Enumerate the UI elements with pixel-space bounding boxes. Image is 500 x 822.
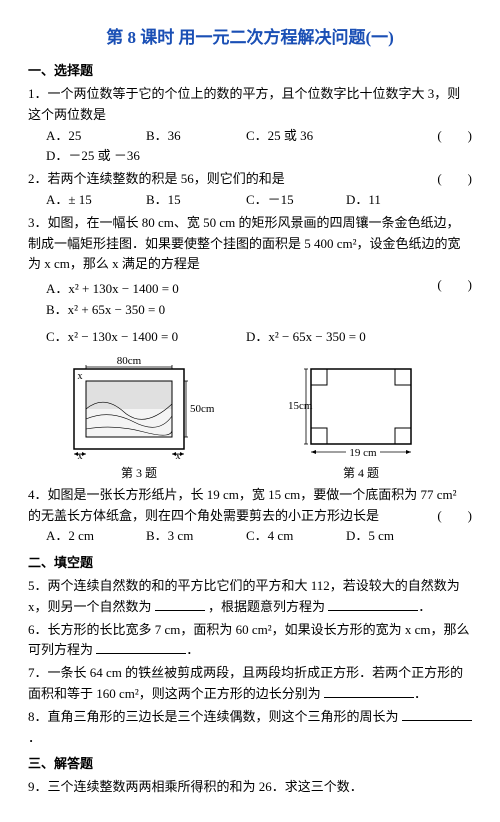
q8-text: 8．直角三角形的三边长是三个连续偶数，则这个三角形的周长为 <box>28 709 399 724</box>
q3-opt-c: C．x² − 130x − 1400 = 0 <box>46 327 246 348</box>
fig4-19cm: 19 cm <box>349 447 377 459</box>
question-1: 1．一个两位数等于它的个位上的数的平方，且个位数字比十位数字大 3，则这个两位数… <box>28 84 472 126</box>
page-title: 第 8 课时 用一元二次方程解决问题(一) <box>28 24 472 51</box>
q7-blank[interactable] <box>324 684 414 698</box>
svg-text:x: x <box>78 451 83 462</box>
svg-text:x: x <box>78 371 83 382</box>
q1-opt-c: C．25 或 36 <box>246 126 346 147</box>
q1-opt-d: D．－25 或 －36 <box>46 146 146 167</box>
q4-paren: ( ) <box>437 506 472 527</box>
q8-period: ． <box>28 730 41 745</box>
q3-text: 3．如图，在一幅长 80 cm、宽 50 cm 的矩形风景画的四周镶一条金色纸边… <box>28 215 461 272</box>
fig3-caption: 第 3 题 <box>64 464 214 483</box>
section-choice: 一、选择题 <box>28 61 472 82</box>
q3-options: A．x² + 130x − 1400 = 0 B．x² + 65x − 350 … <box>46 279 437 321</box>
q3-options-2: C．x² − 130x − 1400 = 0 D．x² − 65x − 350 … <box>46 327 472 348</box>
q1-text: 1．一个两位数等于它的个位上的数的平方，且个位数字比十位数字大 3，则这个两位数… <box>28 86 460 122</box>
question-7: 7．一条长 64 cm 的铁丝被剪成两段，且两段均折成正方形．若两个正方形的面积… <box>28 663 472 705</box>
q6-blank[interactable] <box>96 640 186 654</box>
question-2: 2．若两个连续整数的积是 56，则它们的和是 ( ) <box>28 169 472 190</box>
q6-period: ． <box>186 642 199 657</box>
q2-text: 2．若两个连续整数的积是 56，则它们的和是 <box>28 171 285 186</box>
q8-blank[interactable] <box>402 707 472 721</box>
svg-text:x: x <box>176 451 181 462</box>
q3-opt-a: A．x² + 130x − 1400 = 0 <box>46 279 246 300</box>
question-9: 9．三个连续整数两两相乘所得积的和为 26．求这三个数． <box>28 777 472 798</box>
q2-paren: ( ) <box>437 169 472 190</box>
q2-opt-b: B．15 <box>146 190 246 211</box>
q1-opt-a: A．25 <box>46 126 146 147</box>
fig3-80cm: 80cm <box>117 355 142 367</box>
figure-4: 15cm 19 cm 第 4 题 <box>286 354 436 483</box>
q2-opt-c: C．－15 <box>246 190 346 211</box>
q6-text: 6．长方形的长比宽多 7 cm，面积为 60 cm²，如果设长方形的宽为 x c… <box>28 622 470 658</box>
q5-blank-2[interactable] <box>328 597 418 611</box>
section-fill: 二、填空题 <box>28 553 472 574</box>
question-8: 8．直角三角形的三边长是三个连续偶数，则这个三角形的周长为 ． <box>28 707 472 749</box>
q5-text2: ，根据题意列方程为 <box>208 599 325 614</box>
q1-opt-b: B．36 <box>146 126 246 147</box>
q7-period: ． <box>414 686 427 701</box>
fig3-50cm: 50cm <box>190 403 214 415</box>
q2-opt-d: D．11 <box>346 190 446 211</box>
fig4-15cm: 15cm <box>288 400 313 412</box>
question-3: 3．如图，在一幅长 80 cm、宽 50 cm 的矩形风景画的四周镶一条金色纸边… <box>28 213 472 275</box>
q4-opt-d: D．5 cm <box>346 526 446 547</box>
q4-opt-a: A．2 cm <box>46 526 146 547</box>
q2-options: A．± 15 B．15 C．－15 D．11 <box>46 190 472 211</box>
q3-opt-d: D．x² − 65x − 350 = 0 <box>246 327 446 348</box>
fig4-caption: 第 4 题 <box>286 464 436 483</box>
question-6: 6．长方形的长比宽多 7 cm，面积为 60 cm²，如果设长方形的宽为 x c… <box>28 620 472 662</box>
q5-blank-1[interactable] <box>155 597 205 611</box>
question-4: 4．如图是一张长方形纸片，长 19 cm，宽 15 cm，要做一个底面积为 77… <box>28 485 472 527</box>
q4-options: A．2 cm B．3 cm C．4 cm D．5 cm <box>46 526 472 547</box>
question-5: 5．两个连续自然数的和的平方比它们的平方和大 112，若设较大的自然数为 x，则… <box>28 576 472 618</box>
q4-opt-b: B．3 cm <box>146 526 246 547</box>
q3-paren: ( ) <box>437 275 472 296</box>
figure-3: 80cm 50cm x x x 第 3 题 <box>64 354 214 483</box>
q1-options: A．25 B．36 C．25 或 36 D．－25 或 －36 <box>46 126 437 168</box>
q2-opt-a: A．± 15 <box>46 190 146 211</box>
figure-row: 80cm 50cm x x x 第 3 题 <box>28 354 472 483</box>
q4-opt-c: C．4 cm <box>246 526 346 547</box>
q1-paren: ( ) <box>437 126 472 147</box>
q9-text: 9．三个连续整数两两相乘所得积的和为 26．求这三个数． <box>28 779 363 794</box>
section-solve: 三、解答题 <box>28 754 472 775</box>
q3-opt-b: B．x² + 65x − 350 = 0 <box>46 300 246 321</box>
q4-text: 4．如图是一张长方形纸片，长 19 cm，宽 15 cm，要做一个底面积为 77… <box>28 487 457 523</box>
